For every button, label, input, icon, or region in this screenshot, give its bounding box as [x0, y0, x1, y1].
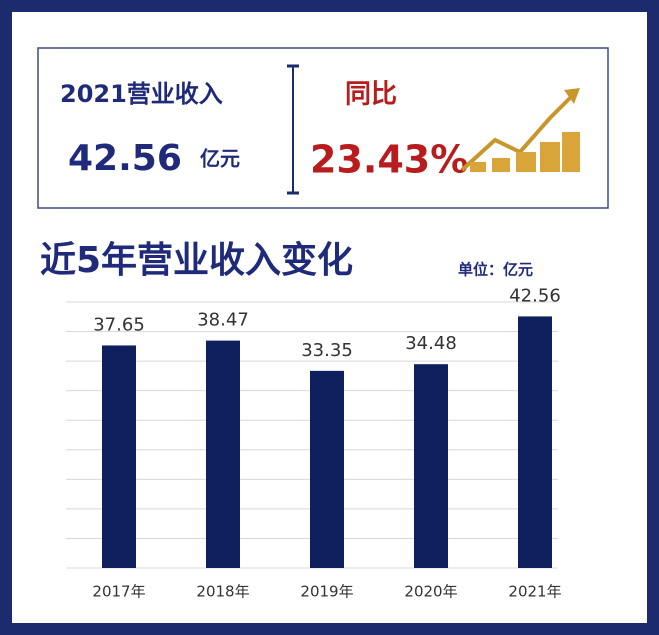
value-label: 33.35 — [301, 340, 353, 361]
x-tick-label: 2021年 — [508, 583, 561, 601]
header-title: 2021营业收入 — [60, 80, 223, 108]
chart-title: 近5年营业收入变化 — [40, 239, 353, 281]
growth-value: 23.43% — [310, 138, 468, 182]
value-label: 42.56 — [509, 285, 561, 306]
bar — [102, 345, 136, 568]
value-label: 37.65 — [93, 314, 145, 335]
x-tick-label: 2020年 — [404, 583, 457, 601]
growth-label: 同比 — [345, 80, 397, 110]
x-tick-label: 2019年 — [300, 583, 353, 601]
header-amount: 42.56 — [68, 138, 182, 179]
header-unit: 亿元 — [200, 147, 240, 171]
value-label: 34.48 — [405, 333, 457, 354]
unit-label: 单位：亿元 — [458, 261, 533, 279]
bar — [310, 370, 344, 568]
x-tick-label: 2017年 — [92, 583, 145, 601]
bar — [206, 340, 240, 568]
bar — [414, 364, 448, 568]
x-tick-label: 2018年 — [196, 583, 249, 601]
header-box — [37, 47, 609, 209]
value-label: 38.47 — [197, 310, 249, 331]
bar — [518, 316, 552, 568]
coins-graphic — [460, 88, 580, 172]
